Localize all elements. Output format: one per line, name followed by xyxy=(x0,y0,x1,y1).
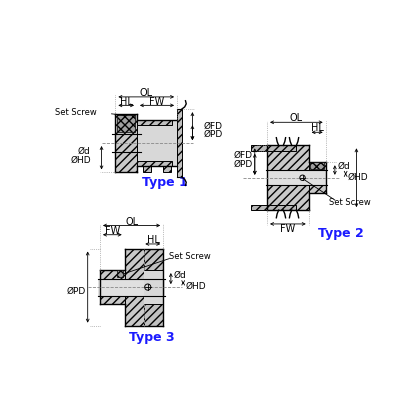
Text: Ød: Ød xyxy=(173,271,186,280)
Bar xyxy=(310,162,324,168)
Text: FW: FW xyxy=(280,223,295,233)
Text: Ød: Ød xyxy=(337,162,350,171)
Bar xyxy=(137,120,172,125)
Text: HL: HL xyxy=(311,124,324,134)
Text: Set Screw: Set Screw xyxy=(329,198,371,207)
Text: ØPD: ØPD xyxy=(233,160,253,169)
Text: Type 3: Type 3 xyxy=(129,331,174,344)
Text: ØPD: ØPD xyxy=(203,130,223,139)
Text: Ød: Ød xyxy=(78,147,91,156)
Text: OL: OL xyxy=(290,114,303,124)
Bar xyxy=(251,146,288,151)
Bar xyxy=(144,304,163,326)
Text: ØPD: ØPD xyxy=(66,287,85,296)
Text: ØHD: ØHD xyxy=(186,282,206,291)
Bar xyxy=(163,166,171,171)
Bar xyxy=(177,109,182,177)
Bar xyxy=(267,146,296,151)
Text: Set Screw: Set Screw xyxy=(55,108,97,117)
Bar xyxy=(144,249,163,270)
Bar xyxy=(309,162,326,193)
Text: FW: FW xyxy=(149,97,165,106)
Text: ØHD: ØHD xyxy=(70,156,91,165)
Bar xyxy=(143,166,151,171)
Bar xyxy=(117,115,136,132)
Bar xyxy=(267,170,327,186)
Text: Type 2: Type 2 xyxy=(318,227,364,240)
Bar xyxy=(137,161,172,166)
Text: ØFD: ØFD xyxy=(233,151,253,160)
Text: Set Screw: Set Screw xyxy=(169,252,211,261)
Text: HL: HL xyxy=(120,97,133,106)
Bar xyxy=(251,205,288,210)
Text: Type 1: Type 1 xyxy=(142,176,188,189)
Bar xyxy=(267,205,296,210)
Text: ØFD: ØFD xyxy=(203,121,222,131)
Bar xyxy=(267,146,310,210)
Bar xyxy=(137,120,177,166)
Text: ØHD: ØHD xyxy=(348,173,369,182)
Bar xyxy=(99,279,165,295)
Bar xyxy=(115,114,137,172)
Text: OL: OL xyxy=(140,88,153,98)
Bar xyxy=(144,249,163,326)
Text: HL: HL xyxy=(147,235,160,245)
Text: FW: FW xyxy=(105,226,120,236)
Bar xyxy=(100,270,125,304)
Bar xyxy=(117,270,123,277)
Text: OL: OL xyxy=(125,217,138,227)
Bar xyxy=(125,249,163,326)
